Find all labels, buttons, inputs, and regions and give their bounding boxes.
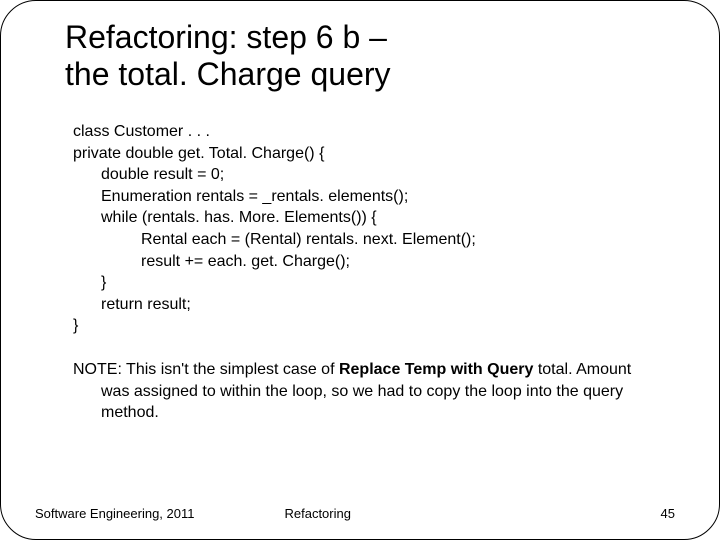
- slide-footer: Software Engineering, 2011 Refactoring 4…: [35, 506, 675, 521]
- code-line-5: while (rentals. has. More. Elements()) {: [73, 207, 659, 229]
- slide-title: Refactoring: step 6 b – the total. Charg…: [65, 19, 659, 93]
- slide-body: class Customer . . . private double get.…: [73, 121, 659, 424]
- code-line-1: class Customer . . .: [73, 121, 659, 143]
- code-line-9: return result;: [73, 294, 659, 316]
- note-paragraph: NOTE: This isn't the simplest case of Re…: [73, 359, 659, 424]
- footer-page-number: 45: [661, 506, 675, 521]
- code-line-8: }: [73, 272, 659, 294]
- code-line-10: }: [73, 315, 659, 337]
- note-prefix: NOTE: This isn't the simplest case of: [73, 361, 339, 378]
- code-line-7: result += each. get. Charge();: [73, 251, 659, 273]
- code-line-6: Rental each = (Rental) rentals. next. El…: [73, 229, 659, 251]
- note-bold: Replace Temp with Query: [339, 361, 533, 378]
- code-line-3: double result = 0;: [73, 164, 659, 186]
- footer-center: Refactoring: [194, 506, 660, 521]
- slide-frame: Refactoring: step 6 b – the total. Charg…: [0, 0, 720, 540]
- title-line-1: Refactoring: step 6 b –: [65, 19, 387, 55]
- title-line-2: the total. Charge query: [65, 56, 391, 92]
- code-line-2: private double get. Total. Charge() {: [73, 143, 659, 165]
- footer-left: Software Engineering, 2011: [35, 506, 194, 521]
- code-line-4: Enumeration rentals = _rentals. elements…: [73, 186, 659, 208]
